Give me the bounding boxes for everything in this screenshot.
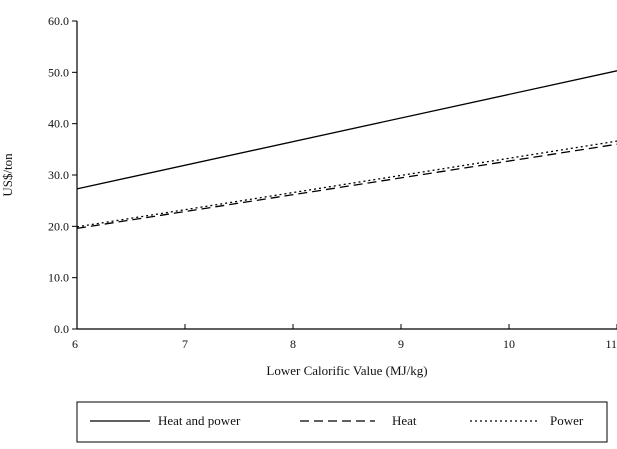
axes — [76, 21, 617, 330]
series-line — [76, 70, 617, 190]
series-lines — [76, 70, 617, 230]
y-tick-label: 20.0 — [48, 219, 69, 233]
x-tick-label: 6 — [72, 337, 78, 351]
legend: Heat and power Heat Power — [76, 401, 608, 443]
x-tick-label: 8 — [290, 337, 296, 351]
x-tick-label: 9 — [398, 337, 404, 351]
x-ticks: 6 7 8 9 10 11 — [72, 324, 617, 351]
y-axis-label: US$/ton — [0, 153, 15, 197]
x-axis-label: Lower Calorific Value (MJ/kg) — [266, 363, 427, 378]
y-tick-label: 30.0 — [48, 168, 69, 182]
legend-box — [76, 401, 608, 443]
series-line — [76, 143, 617, 230]
y-tick-label: 10.0 — [48, 271, 69, 285]
legend-label: Power — [550, 413, 584, 428]
x-tick-label: 7 — [182, 337, 188, 351]
legend-label: Heat and power — [158, 413, 241, 428]
y-tick-label: 50.0 — [48, 65, 69, 79]
legend-label: Heat — [392, 413, 417, 428]
x-tick-label: 11 — [605, 337, 617, 351]
y-tick-label: 60.0 — [48, 14, 69, 28]
series-line — [76, 140, 617, 228]
y-ticks: 0.0 10.0 20.0 30.0 40.0 50.0 60.0 — [48, 14, 77, 336]
x-tick-label: 10 — [503, 337, 515, 351]
y-tick-label: 40.0 — [48, 117, 69, 131]
y-tick-label: 0.0 — [54, 322, 69, 336]
